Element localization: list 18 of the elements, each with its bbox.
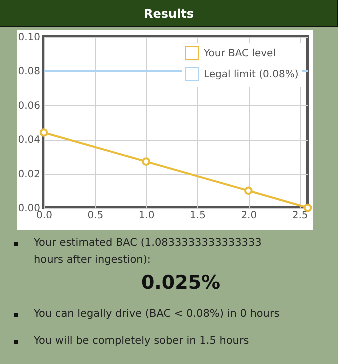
x-tick-label: 1.5 bbox=[190, 210, 206, 222]
x-tick-label: 1.0 bbox=[138, 210, 155, 222]
chart-title: Results bbox=[144, 7, 194, 21]
y-tick-label: 0.02 bbox=[18, 169, 40, 180]
x-tick-label: 0.5 bbox=[88, 210, 104, 222]
y-tick-label: 0.08 bbox=[18, 66, 40, 78]
legend-label: Legal limit (0.08%) bbox=[204, 70, 299, 80]
x-tick-label: 2.5 bbox=[292, 210, 308, 222]
x-tick-label: 2.0 bbox=[241, 210, 258, 222]
legend-label: Your BAC level bbox=[203, 48, 276, 60]
text: You can legally drive (BAC < 0.08%) in 0 hours bbox=[33, 308, 280, 320]
y-tick-label: 0.06 bbox=[18, 100, 40, 112]
text: 0.025% bbox=[141, 272, 221, 294]
text: You will be completely sober in 1.5 hours bbox=[33, 335, 250, 347]
x-tick-label: 0.0 bbox=[36, 210, 52, 222]
y-tick-label: 0.04 bbox=[18, 135, 40, 146]
text: Your estimated BAC (1.0833333333333333 hours after ingestion): bbox=[33, 237, 262, 266]
y-tick-label: 0.10 bbox=[18, 32, 40, 44]
